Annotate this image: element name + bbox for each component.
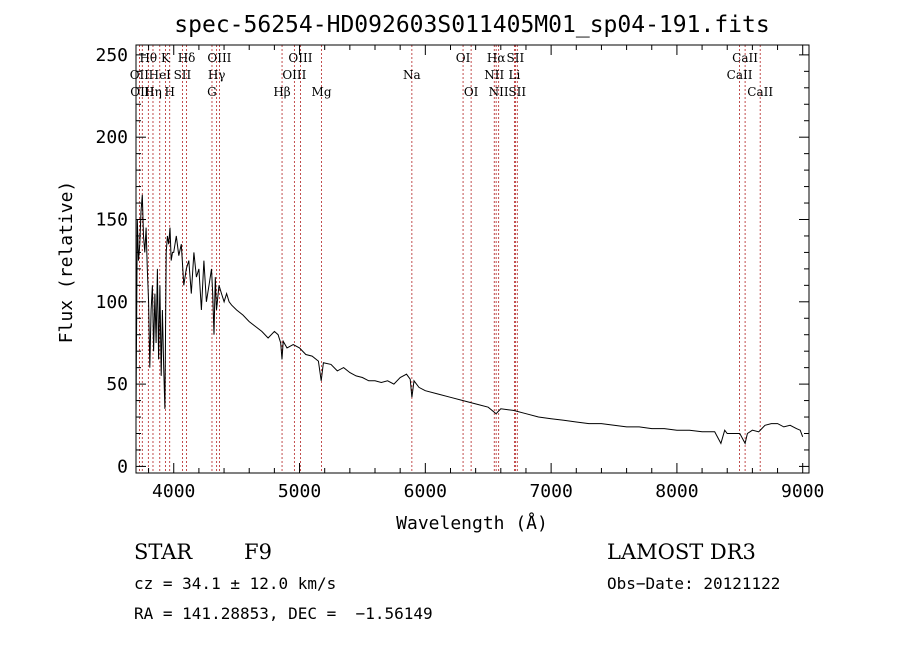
spectral-line-label: NII xyxy=(489,85,509,99)
spectral-line-label: SII xyxy=(507,51,525,65)
spectral-line-label: OIII xyxy=(288,51,312,65)
x-tick-label: 9000 xyxy=(781,481,824,502)
object-class: STAR xyxy=(134,540,193,564)
spectral-line-label: CaII xyxy=(732,51,758,65)
spectral-line-markers xyxy=(138,45,761,473)
spectral-line-label: G xyxy=(207,85,217,99)
spectral-line-label: SII xyxy=(174,68,192,82)
spectral-line-label: CaII xyxy=(747,85,773,99)
x-tick-label: 8000 xyxy=(655,481,698,502)
spectral-line-label: Mg xyxy=(312,85,332,99)
spectral-line-label: OIII xyxy=(207,51,231,65)
x-tick-label: 6000 xyxy=(404,481,447,502)
x-tick-label: 7000 xyxy=(529,481,572,502)
spectral-line-label: Hη xyxy=(144,85,162,99)
spectral-line-label: NII xyxy=(484,68,504,82)
spectral-line-labels: HθOIIOIIIHηHeIKHSIIHδGHγOIIIHβOIIIOIIIMg… xyxy=(130,51,774,99)
spectral-line-label: OIII xyxy=(282,68,306,82)
y-tick-label: 150 xyxy=(95,209,128,230)
spectral-line-label: Hγ xyxy=(208,68,226,82)
x-tick-label: 5000 xyxy=(278,481,321,502)
spectral-line-label: H xyxy=(164,85,174,99)
y-tick-label: 200 xyxy=(95,127,128,148)
spectral-line-label: OII xyxy=(130,68,150,82)
object-subclass: F9 xyxy=(244,540,272,564)
spectral-line-label: OI xyxy=(456,51,471,65)
spectral-line-label: Hβ xyxy=(273,85,290,99)
x-axis-label: Wavelength (Å) xyxy=(396,512,548,534)
chart-title: spec-56254-HD092603S011405M01_sp04-191.f… xyxy=(174,12,769,38)
spectral-line-label: SII xyxy=(508,85,526,99)
spectral-line-label: K xyxy=(161,51,171,65)
y-tick-label: 100 xyxy=(95,292,128,313)
y-tick-label: 0 xyxy=(117,456,128,477)
spectral-line-label: Hα xyxy=(487,51,506,65)
y-axis-label: Flux (relative) xyxy=(56,181,77,344)
axis-ticks: 4000 5000 6000 7000 8000 9000 0 50 100 150 200 250 xyxy=(95,45,824,502)
spectral-line-label: Li xyxy=(508,68,520,82)
spectral-line-label: HeI xyxy=(149,68,172,82)
spectral-line-label: Na xyxy=(403,68,421,82)
spectral-line-label: Hθ xyxy=(139,51,157,65)
y-tick-label: 50 xyxy=(106,374,128,395)
spectrum-line xyxy=(135,194,804,445)
observation-date: Obs−Date: 20121122 xyxy=(607,574,781,593)
spectral-line-label: Hδ xyxy=(178,51,196,65)
redshift-cz: cz = 34.1 ± 12.0 km/s xyxy=(134,574,337,593)
spectral-line-label: OI xyxy=(464,85,479,99)
coordinates: RA = 141.28853, DEC = −1.56149 xyxy=(134,604,433,623)
spectral-line-label: CaII xyxy=(727,68,753,82)
plot-frame xyxy=(135,44,810,474)
x-tick-label: 4000 xyxy=(152,481,195,502)
y-tick-label: 250 xyxy=(95,45,128,66)
survey-name: LAMOST DR3 xyxy=(607,540,756,564)
